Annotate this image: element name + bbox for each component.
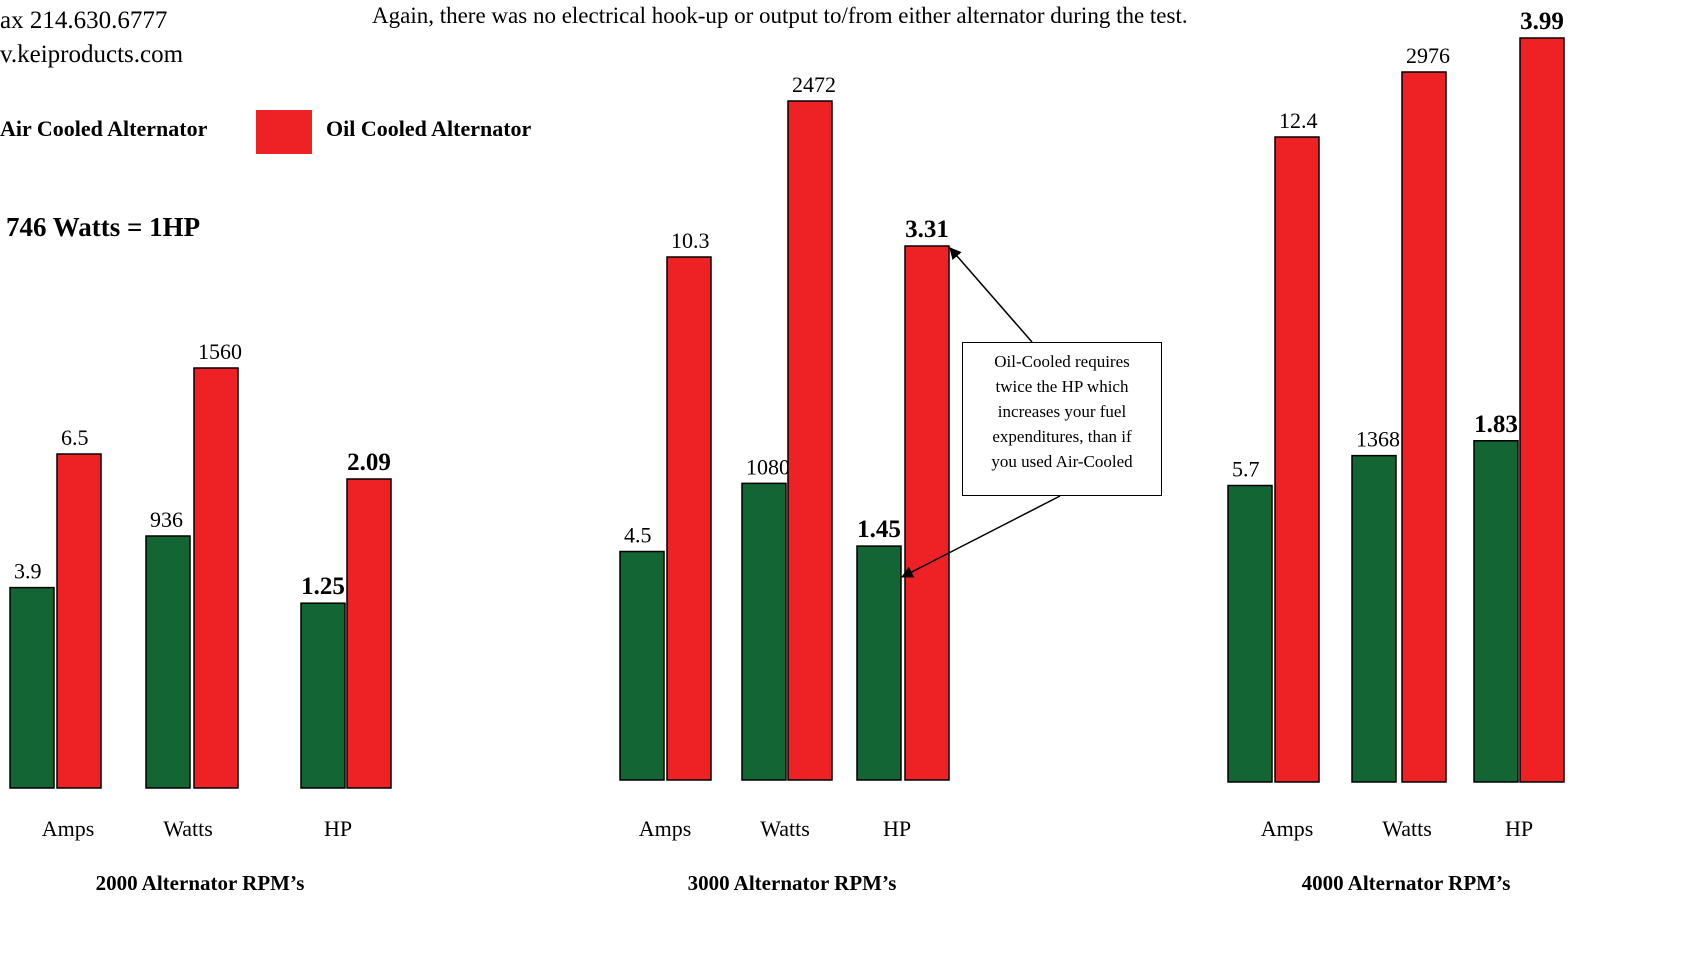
test-note: Again, there was no electrical hook-up o… xyxy=(372,3,1188,28)
category-label-amps: Amps xyxy=(42,816,95,841)
air-bar-watts xyxy=(1351,454,1397,783)
contact-fax: ax 214.630.6777 xyxy=(0,7,168,34)
callout-line: you used Air-Cooled xyxy=(991,452,1133,471)
bar-value-label: 1080 xyxy=(746,454,790,479)
air-bar-amps xyxy=(619,550,665,781)
category-label-watts: Watts xyxy=(163,816,213,841)
oil-bar-amps xyxy=(666,256,712,781)
bar-value-label: 3.99 xyxy=(1520,8,1564,35)
contact-website: v.keiproducts.com xyxy=(0,41,184,68)
bar-value-label: 1.45 xyxy=(857,516,901,543)
chart-layer: 3.9 6.5 Amps 936 1560 Watts 1.25 2.09 HP 2000 Alt… xyxy=(9,8,1565,895)
bar-value-label: 4.5 xyxy=(624,523,652,548)
callout-arrow-to-air-hp xyxy=(900,495,1061,578)
legend-air-label: Air Cooled Alternator xyxy=(0,116,208,141)
callout-line: increases your fuel xyxy=(997,402,1127,421)
callout-line: Oil-Cooled requires xyxy=(994,352,1130,371)
oil-bar-hp xyxy=(1519,37,1565,783)
air-bar-hp xyxy=(1473,440,1519,783)
chart-title: 2000 Alternator RPM’s xyxy=(96,871,305,895)
category-label-hp: HP xyxy=(324,816,352,841)
bar-value-label: 1.83 xyxy=(1474,411,1518,438)
bar-value-label: 3.31 xyxy=(905,216,949,243)
bar-value-label: 936 xyxy=(150,507,183,532)
legend-oil-label: Oil Cooled Alternator xyxy=(326,116,532,141)
bar-value-label: 2472 xyxy=(792,72,836,97)
oil-bar-watts xyxy=(787,100,833,781)
air-bar-watts xyxy=(145,535,191,789)
bar-value-label: 5.7 xyxy=(1232,457,1260,482)
category-label-watts: Watts xyxy=(760,816,810,841)
chart-title: 3000 Alternator RPM’s xyxy=(688,871,897,895)
air-bar-amps xyxy=(9,586,55,789)
bar-value-label: 1368 xyxy=(1356,427,1400,452)
oil-bar-hp xyxy=(904,245,950,781)
air-bar-watts xyxy=(741,482,787,781)
category-label-amps: Amps xyxy=(1261,816,1314,841)
callout-line: twice the HP which xyxy=(995,377,1129,396)
bar-value-label: 1560 xyxy=(198,339,242,364)
bar-value-label: 6.5 xyxy=(61,425,89,450)
category-label-hp: HP xyxy=(1505,816,1533,841)
legend-oil-swatch xyxy=(256,110,312,154)
callout-line: expenditures, than if xyxy=(992,427,1132,446)
bar-value-label: 2.09 xyxy=(347,449,391,476)
conversion-note: 746 Watts = 1HP xyxy=(6,212,201,242)
category-label-hp: HP xyxy=(883,816,911,841)
category-label-watts: Watts xyxy=(1382,816,1432,841)
chart-2: 4.5 10.3 Amps 1080 2472 Watts 1.45 3.31 HP 3000 A… xyxy=(619,72,950,895)
chart-3: 5.7 12.4 Amps 1368 2976 Watts 1.83 3.99 HP 4000 A… xyxy=(1227,8,1565,895)
bar-value-label: 3.9 xyxy=(14,559,42,584)
chart-1: 3.9 6.5 Amps 936 1560 Watts 1.25 2.09 HP 2000 Alt… xyxy=(9,339,392,895)
bar-value-label: 1.25 xyxy=(301,573,345,600)
callout-box: Oil-Cooled requires twice the HP which i… xyxy=(962,342,1162,496)
air-bar-hp xyxy=(300,602,346,789)
oil-bar-watts xyxy=(193,367,239,789)
callout-arrow-to-oil-hp xyxy=(949,247,1033,343)
oil-bar-amps xyxy=(1274,136,1320,783)
chart-title: 4000 Alternator RPM’s xyxy=(1302,871,1511,895)
bar-value-label: 10.3 xyxy=(671,228,710,253)
oil-bar-hp xyxy=(346,478,392,789)
air-bar-amps xyxy=(1227,484,1273,783)
category-label-amps: Amps xyxy=(639,816,692,841)
oil-bar-watts xyxy=(1401,71,1447,783)
bar-value-label: 2976 xyxy=(1406,43,1450,68)
bar-value-label: 12.4 xyxy=(1279,108,1318,133)
air-bar-hp xyxy=(856,545,902,781)
oil-bar-amps xyxy=(56,453,102,789)
